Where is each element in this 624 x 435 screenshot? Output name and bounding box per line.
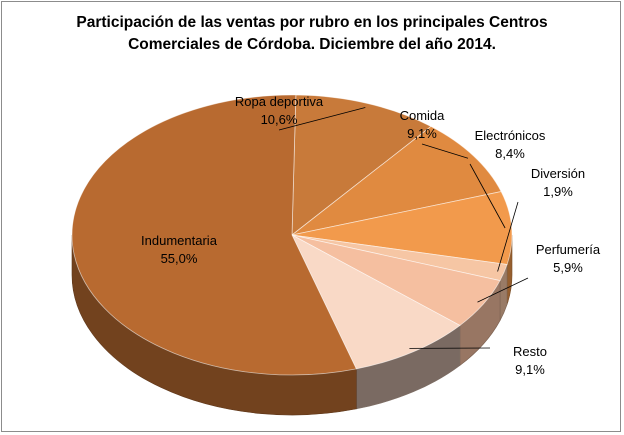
leader-lines — [278, 107, 529, 349]
slice-labels: Ropa deportiva 10,6% Comida 9,1% Electrónico… — [141, 94, 601, 377]
slice-value-ropa-deportiva: 10,6% — [261, 112, 298, 127]
slice-value-indumentaria: 55,0% — [161, 251, 198, 266]
slice-label-electronicos: Electrónicos — [475, 128, 546, 143]
slice-indumentaria — [71, 94, 357, 376]
leader-line-ropa-deportiva — [278, 107, 366, 131]
leader-line-electronicos — [469, 163, 506, 229]
chart-title: Participación de las ventas por rubro en… — [2, 12, 622, 56]
slice-value-comida: 9,1% — [407, 126, 437, 141]
leader-line-perfumeria — [477, 277, 529, 303]
slice-electronicos — [291, 191, 513, 265]
pie-slices — [71, 94, 513, 376]
chart-title-line-1: Participación de las ventas por rubro en… — [76, 14, 548, 31]
slice-label-diversion: Diversión — [531, 166, 585, 181]
slice-value-diversion: 1,9% — [543, 184, 573, 199]
slice-value-perfumeria: 5,9% — [553, 260, 583, 275]
slice-label-indumentaria: Indumentaria — [141, 233, 218, 248]
slice-label-comida: Comida — [400, 108, 446, 123]
slice-comida — [291, 125, 502, 236]
slice-label-ropa-deportiva: Ropa deportiva — [235, 94, 324, 109]
chart-title-line-2: Comerciales de Córdoba. Diciembre del añ… — [128, 36, 496, 53]
slice-ropa-deportiva — [291, 94, 432, 236]
slice-resto — [291, 234, 461, 370]
pie-sides — [71, 234, 513, 416]
slice-label-perfumeria: Perfumería — [536, 242, 601, 257]
slice-value-electronicos: 8,4% — [495, 146, 525, 161]
leader-line-diversion — [497, 201, 519, 272]
slice-value-resto: 9,1% — [515, 362, 545, 377]
leader-line-comida — [421, 143, 469, 159]
slice-label-resto: Resto — [513, 344, 547, 359]
